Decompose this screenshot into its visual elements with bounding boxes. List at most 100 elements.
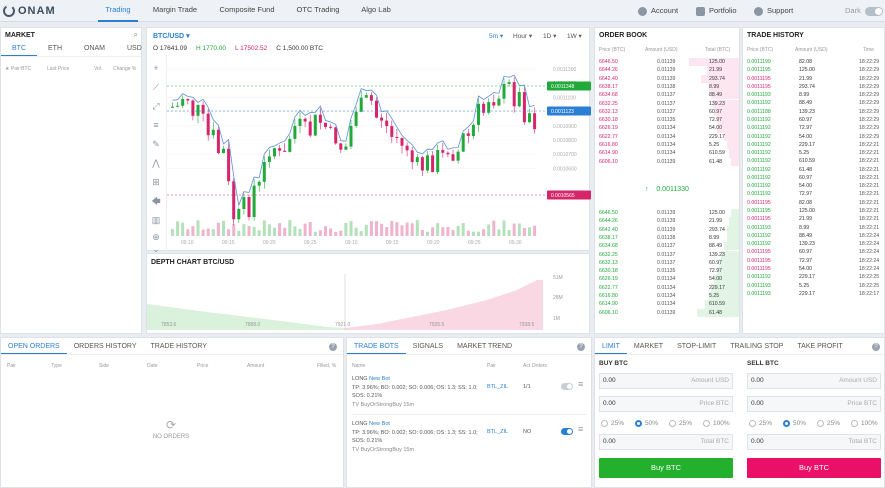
tab-signals[interactable]: SIGNALS — [412, 343, 444, 350]
bot-name[interactable]: New Bot — [369, 376, 390, 382]
ob-row[interactable]: 6622.77 0.01134 229.17 — [595, 132, 739, 141]
tab-usd[interactable]: USD — [127, 45, 142, 52]
pair-selector[interactable]: BTC/USD ▾ — [153, 33, 190, 40]
tab-open-orders[interactable]: OPEN ORDERS — [1, 340, 67, 354]
ob-row[interactable]: 6626.19 0.01134 54.00 — [595, 124, 739, 133]
ob-row[interactable]: 6616.80 0.01134 5.25 — [595, 141, 739, 150]
ob-row[interactable]: 6614.90 0.01134 610.59 — [595, 149, 739, 158]
sell-btc-button[interactable]: Buy BTC — [747, 458, 881, 478]
nav-trading[interactable]: Trading — [98, 0, 138, 22]
buy-pct-25[interactable]: 25% — [601, 420, 624, 427]
help-icon[interactable]: ? — [577, 343, 585, 351]
depth-chart[interactable]: 7853.6 7888.0 7921.0 7935.5 7938.5 51M 2… — [147, 270, 591, 335]
ob-row[interactable]: 6634.68 0.01137 88.49 — [595, 91, 739, 100]
sell-total-input[interactable]: 0.00 Total BTC — [747, 434, 881, 450]
nav-account[interactable]: Account — [638, 0, 678, 22]
col-pair[interactable]: ★ Pair:BTC — [5, 66, 32, 72]
ob-row[interactable]: 6646.50 0.01139 125.00 — [595, 209, 739, 218]
pen-icon[interactable]: ✎ — [152, 139, 160, 149]
ob-row[interactable]: 6622.77 0.01134 229.17 — [595, 283, 739, 292]
dark-mode-switch[interactable] — [864, 6, 883, 16]
nav-margin-trade[interactable]: Margin Trade — [152, 5, 198, 14]
tf-hour[interactable]: Hour ▾ — [513, 33, 533, 40]
tab-onam[interactable]: ONAM — [84, 45, 105, 52]
col-vol[interactable]: Vol. — [94, 66, 103, 72]
buy-price-input[interactable]: 0.00 Price BTC — [599, 396, 733, 412]
buy-btc-button[interactable]: Buy BTC — [599, 458, 733, 478]
ob-row[interactable]: 6642.40 0.01139 293.74 — [595, 74, 739, 83]
buy-pct-100[interactable]: 100% — [703, 420, 730, 427]
nav-portfolio[interactable]: Portfolio — [696, 0, 737, 22]
volume-icon[interactable]: ▥ — [151, 215, 161, 225]
col-change[interactable]: Change % — [113, 66, 137, 72]
sell-pct-25b[interactable]: 25% — [817, 420, 840, 427]
measure-icon[interactable]: ⊞ — [152, 177, 160, 187]
tab-stop-limit[interactable]: STOP-LIMIT — [677, 343, 717, 350]
ob-row[interactable]: 6606.10 0.01139 61.48 — [595, 157, 739, 166]
ob-row[interactable]: 6632.25 0.01137 139.23 — [595, 250, 739, 259]
more-tools-icon[interactable]: ⌄ — [152, 244, 160, 254]
sell-pct-100[interactable]: 100% — [851, 420, 878, 427]
tab-trade-history[interactable]: TRADE HISTORY — [150, 343, 208, 350]
buy-pct-25b[interactable]: 25% — [669, 420, 692, 427]
tab-take-profit[interactable]: TAKE PROFIT — [797, 343, 843, 350]
nav-algo-lab[interactable]: Algo Lab — [361, 5, 391, 14]
tf-5m[interactable]: 5m ▾ — [489, 33, 504, 40]
onam-logo[interactable]: ONAM — [3, 3, 56, 19]
theme-toggle[interactable]: Dark — [845, 0, 883, 22]
sell-amount-input[interactable]: 0.00 Amount USD — [747, 373, 881, 389]
ob-row[interactable]: 6644.26 0.01139 21.99 — [595, 66, 739, 75]
sell-pct-25[interactable]: 25% — [749, 420, 772, 427]
bot-row[interactable]: LONG New Bot TP: 3.96%; BO: 0.002; SO: 0… — [352, 421, 584, 453]
ob-row[interactable]: 6642.40 0.01139 293.74 — [595, 225, 739, 234]
bot-name[interactable]: New Bot — [369, 421, 390, 427]
nav-composite-fund[interactable]: Composite Fund — [219, 5, 275, 14]
bot-toggle[interactable] — [561, 428, 573, 435]
tab-market-trend[interactable]: MARKET TREND — [457, 343, 513, 350]
search-icon[interactable]: ⌕ — [133, 30, 138, 39]
tab-trailing-stop[interactable]: TRAILING STOP — [730, 343, 784, 350]
nav-otc-trading[interactable]: OTC Trading — [296, 5, 340, 14]
pattern-icon[interactable]: ⋀ — [152, 158, 160, 168]
ob-row[interactable]: 6606.10 0.01139 61.48 — [595, 308, 739, 317]
price-chart[interactable]: 0.00113000.00112000.00111000.00110000.00… — [167, 55, 591, 252]
menu-icon[interactable]: ≡ — [578, 379, 584, 389]
bot-toggle[interactable] — [561, 383, 573, 390]
help-icon[interactable]: ? — [329, 343, 337, 351]
ob-row[interactable]: 6630.18 0.01135 72.97 — [595, 267, 739, 276]
trendline-icon[interactable]: ⟋ — [152, 82, 160, 92]
crosshair-icon[interactable]: + — [153, 63, 159, 73]
ob-row[interactable]: 6644.26 0.01139 21.99 — [595, 217, 739, 226]
ob-row[interactable]: 6638.17 0.01138 8.99 — [595, 233, 739, 243]
tf-1w[interactable]: 1W ▾ — [567, 33, 582, 40]
ob-row[interactable]: 6632.13 0.01137 60.97 — [595, 258, 739, 268]
ob-row[interactable]: 6634.68 0.01137 88.49 — [595, 242, 739, 251]
sell-pct-50[interactable]: 50% — [783, 420, 806, 427]
ob-row[interactable]: 6616.80 0.01134 5.25 — [595, 292, 739, 301]
arrow-icon[interactable]: 🡄 — [151, 196, 161, 206]
tab-orders-history[interactable]: ORDERS HISTORY — [73, 343, 137, 350]
buy-amount-input[interactable]: 0.00 Amount USD — [599, 373, 733, 389]
fib-icon[interactable]: ≡ — [153, 120, 159, 130]
tab-limit[interactable]: LIMIT — [595, 340, 627, 354]
ob-row[interactable]: 6632.25 0.01137 139.23 — [595, 99, 739, 108]
menu-icon[interactable]: ≡ — [578, 424, 584, 434]
ob-row[interactable]: 6630.18 0.01135 72.97 — [595, 116, 739, 125]
tab-market[interactable]: MARKET — [633, 343, 664, 350]
tf-1d[interactable]: 1D ▾ — [543, 33, 557, 40]
col-last-price[interactable]: Last Price — [47, 66, 70, 72]
buy-total-input[interactable]: 0.00 Total BTC — [599, 434, 733, 450]
ray-icon[interactable]: ⤢ — [152, 101, 160, 111]
buy-pct-50[interactable]: 50% — [635, 420, 658, 427]
tab-eth[interactable]: ETH — [48, 45, 62, 52]
bot-row[interactable]: LONG New Bot TP: 3.96%; BO: 0.002; SO: 0… — [352, 375, 587, 415]
ob-row[interactable]: 6632.13 0.01137 60.97 — [595, 107, 739, 117]
ob-row[interactable]: 6638.17 0.01138 8.99 — [595, 82, 739, 92]
ob-row[interactable]: 6626.19 0.01134 54.00 — [595, 275, 739, 284]
tab-trade-bots[interactable]: TRADE BOTS — [347, 340, 406, 354]
nav-support[interactable]: Support — [754, 0, 793, 22]
sell-price-input[interactable]: 0.00 Price BTC — [747, 396, 881, 412]
tab-btc[interactable]: BTC — [1, 42, 37, 56]
ob-row[interactable]: 6614.90 0.01134 610.59 — [595, 300, 739, 309]
help-icon[interactable]: ? — [872, 343, 880, 351]
